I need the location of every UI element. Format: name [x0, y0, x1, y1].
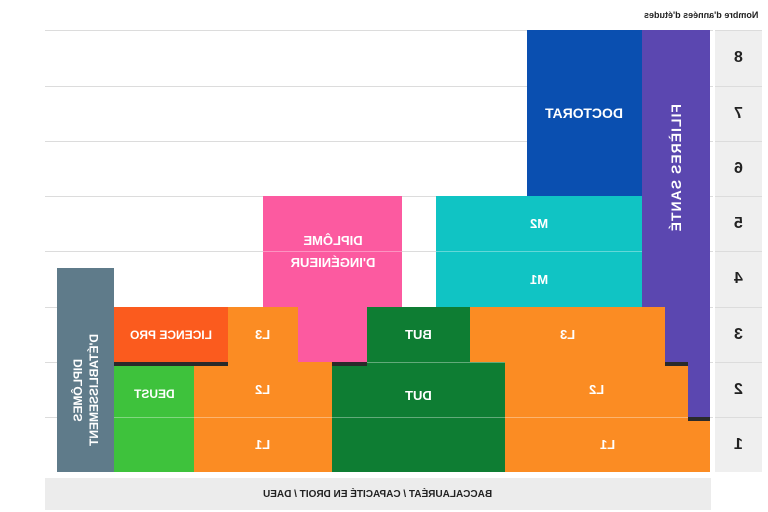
block-l1-left: L1 — [194, 417, 332, 472]
block-l2-left: L2 — [194, 362, 332, 417]
separator-bar — [688, 417, 710, 421]
block-l1-right: L1 — [505, 417, 710, 472]
separator-bar — [114, 362, 228, 366]
block-l2-right: L2 — [505, 362, 688, 417]
grid-overlay — [332, 417, 505, 418]
grid-line — [45, 86, 713, 87]
block-diplome-ingenieur-step — [298, 307, 367, 362]
block-licence-pro: LICENCE PRO — [114, 307, 228, 362]
year-label-8: 8 — [715, 30, 762, 85]
axis-title-text: Nombre d'années d'études — [643, 10, 758, 20]
grid-line — [45, 30, 713, 31]
grid-overlay — [194, 417, 332, 418]
block-dut: DUT — [332, 362, 505, 472]
block-filieres-sante-step — [665, 307, 710, 362]
year-label-3: 3 — [715, 307, 762, 362]
year-label-6: 6 — [715, 141, 762, 196]
grid-overlay — [436, 251, 642, 252]
block-filieres-sante: FILIÈRES SANTÉ — [642, 30, 710, 307]
block-m2: M2 — [436, 196, 642, 251]
grid-overlay — [332, 362, 505, 363]
block-diplomes-etablissement: DIPLÔMES D'ÉTABLISSEMENT — [57, 268, 114, 472]
year-label-1: 1 — [715, 417, 762, 472]
separator-bar — [298, 362, 367, 366]
year-label-5: 5 — [715, 196, 762, 251]
block-l3-left: L3 — [228, 307, 298, 362]
year-label-4: 4 — [715, 251, 762, 306]
block-diplome-ingenieur: DIPLÔME D'INGÉNIEUR — [263, 196, 402, 307]
block-deust: DEUST — [114, 366, 194, 472]
grid-line — [45, 141, 713, 142]
block-filieres-sante-step — [688, 362, 710, 417]
year-label-2: 2 — [715, 362, 762, 417]
block-but: BUT — [367, 307, 470, 362]
grid-overlay — [114, 417, 194, 418]
block-l3-right: L3 — [470, 307, 665, 362]
grid-overlay — [505, 417, 688, 418]
block-doctorat: DOCTORAT — [527, 30, 642, 196]
block-m1: M1 — [436, 251, 642, 307]
grid-overlay — [263, 251, 402, 252]
axis-title: Nombre d'années d'études — [644, 10, 758, 20]
year-label-7: 7 — [715, 86, 762, 141]
separator-bar — [665, 362, 688, 366]
footer-baccalaureat: BACCALAURÉAT / CAPACITÉ EN DROIT / DAEU — [45, 478, 711, 510]
footer-spacer — [715, 478, 762, 510]
